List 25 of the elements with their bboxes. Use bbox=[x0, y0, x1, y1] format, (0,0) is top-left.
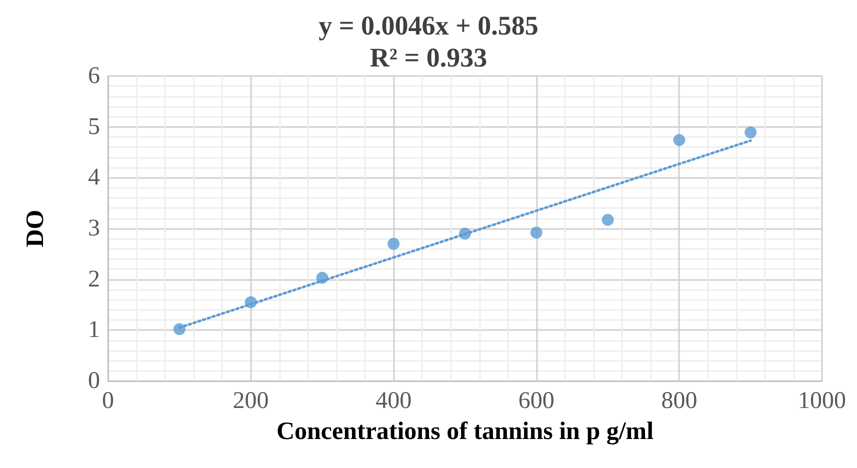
x-tick-label: 1000 bbox=[798, 388, 846, 414]
x-tick-label: 600 bbox=[518, 388, 554, 414]
y-tick-label: 1 bbox=[88, 317, 100, 344]
point bbox=[244, 296, 257, 308]
x-tick-label: 200 bbox=[232, 388, 269, 414]
y-tick-label: 5 bbox=[88, 114, 100, 140]
point bbox=[530, 226, 542, 239]
y-axis-title: DO bbox=[22, 210, 49, 248]
y-tick-label: 2 bbox=[88, 266, 100, 292]
text: y = 0.0046x + 0.585 bbox=[318, 10, 538, 40]
y-tick-label: 0 bbox=[88, 368, 100, 394]
point bbox=[388, 238, 400, 250]
point bbox=[744, 126, 757, 138]
y-tick-label: 4 bbox=[88, 164, 100, 191]
point bbox=[316, 272, 328, 284]
x-tick-label: 400 bbox=[376, 388, 412, 414]
text: R² = 0.933 bbox=[370, 42, 488, 72]
x-axis-title: Concentrations of tannins in p g/ml bbox=[276, 418, 654, 445]
x-tick-label: 800 bbox=[661, 388, 698, 414]
point bbox=[673, 134, 686, 146]
point bbox=[602, 214, 614, 226]
point bbox=[173, 323, 186, 336]
point bbox=[459, 228, 471, 240]
y-tick-label: 6 bbox=[88, 63, 100, 89]
y-tick-label: 3 bbox=[88, 216, 100, 242]
